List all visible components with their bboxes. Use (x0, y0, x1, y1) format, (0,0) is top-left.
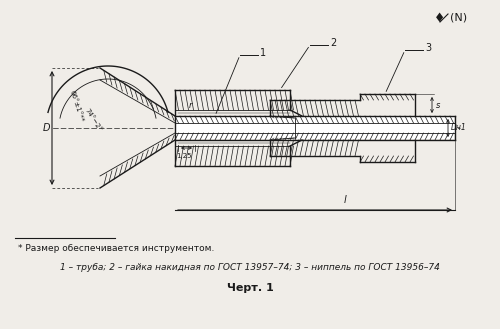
Text: ♦: ♦ (434, 12, 446, 24)
Text: 74°−2°: 74°−2° (84, 107, 102, 133)
Text: 3: 3 (425, 43, 431, 53)
Text: r: r (188, 102, 192, 111)
Text: Dн1: Dн1 (451, 123, 467, 133)
Text: Черт. 1: Черт. 1 (226, 283, 274, 293)
Bar (175, 123, 455, 133)
Text: l: l (344, 195, 346, 205)
Text: * Размер обеспечивается инструментом.: * Размер обеспечивается инструментом. (18, 244, 214, 253)
Text: D: D (42, 123, 50, 133)
Text: (N): (N) (450, 13, 467, 23)
Text: 66°±1°**: 66°±1°** (69, 89, 85, 123)
Text: s: s (436, 100, 440, 110)
Text: 1,25: 1,25 (176, 153, 192, 159)
Text: 2: 2 (330, 38, 336, 48)
Text: 1 – труба; 2 – гайка накидная по ГОСТ 13957–74; 3 – ниппель по ГОСТ 13956–74: 1 – труба; 2 – гайка накидная по ГОСТ 13… (60, 264, 440, 272)
Bar (175, 117, 454, 139)
Text: 1: 1 (260, 48, 266, 58)
